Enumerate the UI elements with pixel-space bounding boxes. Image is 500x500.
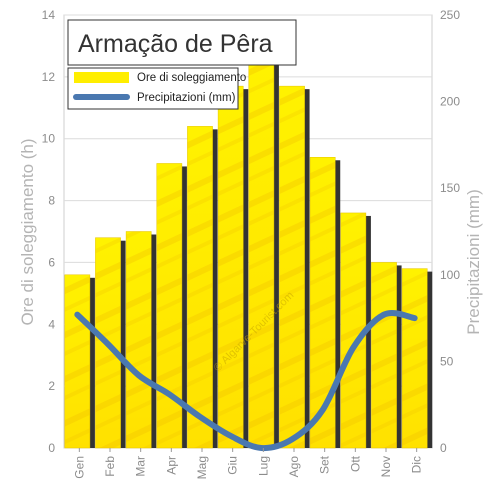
bar-texture: [218, 86, 244, 448]
bar-texture: [402, 268, 428, 448]
bar-texture: [248, 61, 274, 449]
bar-texture: [279, 86, 305, 448]
x-tick-label: Lug: [256, 456, 270, 476]
legend: Ore di soleggiamento Precipitazioni (mm): [67, 67, 246, 110]
legend-label-bar: Ore di soleggiamento: [137, 72, 246, 84]
legend-swatch-bar: [74, 72, 129, 83]
x-tick-label: Giu: [226, 456, 240, 475]
bar-gen: [64, 274, 95, 449]
x-tick-label: Gen: [72, 456, 86, 479]
bar-set: [309, 157, 341, 449]
y-axis-right-title: Precipitazioni (mm): [464, 189, 483, 334]
bar-dic: [401, 268, 433, 449]
x-axis: Gen Feb Mar Apr Mag Giu Lug Ago Set Ott Nov Dic: [72, 448, 424, 479]
x-tick-label: Mag: [195, 456, 209, 479]
bar-giu: [217, 85, 249, 449]
bar-lug: [248, 61, 279, 449]
y-tick-label-left: 10: [42, 132, 56, 146]
bar-texture: [156, 163, 182, 448]
y-tick-label-left: 4: [48, 317, 55, 331]
chart-title-box: Armação de Pêra: [67, 19, 297, 66]
y-tick-label-right: 0: [440, 441, 447, 455]
y-tick-label-right: 150: [440, 181, 460, 195]
y-tick-label-right: 200: [440, 95, 460, 109]
x-tick-label: Apr: [164, 456, 178, 475]
x-tick-label: Dic: [410, 456, 424, 473]
y-tick-label-left: 12: [42, 70, 56, 84]
x-tick-label: Feb: [103, 456, 117, 477]
y-tick-label-right: 250: [440, 8, 460, 22]
chart-title: Armação de Pêra: [78, 30, 273, 58]
bar-nov: [371, 262, 402, 449]
legend-label-line: Precipitazioni (mm): [137, 92, 236, 104]
bar-texture: [64, 274, 90, 448]
bars: [64, 61, 433, 449]
x-tick-label: Ago: [287, 456, 301, 478]
y-axis-left: 0 2 4 6 8 10 12 14: [42, 8, 56, 455]
x-tick-label: Nov: [379, 456, 393, 477]
y-tick-label-left: 8: [48, 194, 55, 208]
bar-texture: [126, 231, 152, 448]
y-tick-label-right: 50: [440, 354, 454, 368]
bar-texture: [187, 126, 213, 448]
bar-texture: [340, 212, 366, 448]
x-tick-label: Ott: [348, 455, 362, 472]
bar-texture: [371, 262, 397, 448]
y-tick-label-right: 100: [440, 268, 460, 282]
y-tick-label-left: 2: [48, 379, 55, 393]
y-axis-left-title: Ore di soleggiamento (h): [18, 138, 37, 325]
series-line-precipitazioni: [74, 310, 418, 452]
x-tick-label: Set: [318, 455, 332, 474]
y-tick-label-left: 0: [48, 441, 55, 455]
y-tick-label-left: 14: [42, 8, 56, 22]
bar-ott: [340, 212, 371, 449]
bar-mar: [125, 231, 157, 449]
bar-mag: [187, 126, 218, 449]
y-tick-label-left: 6: [48, 255, 55, 269]
x-tick-label: Mar: [134, 456, 148, 477]
y-axis-right: 0 50 100 150 200 250: [440, 8, 460, 455]
bar-ago: [279, 85, 310, 449]
